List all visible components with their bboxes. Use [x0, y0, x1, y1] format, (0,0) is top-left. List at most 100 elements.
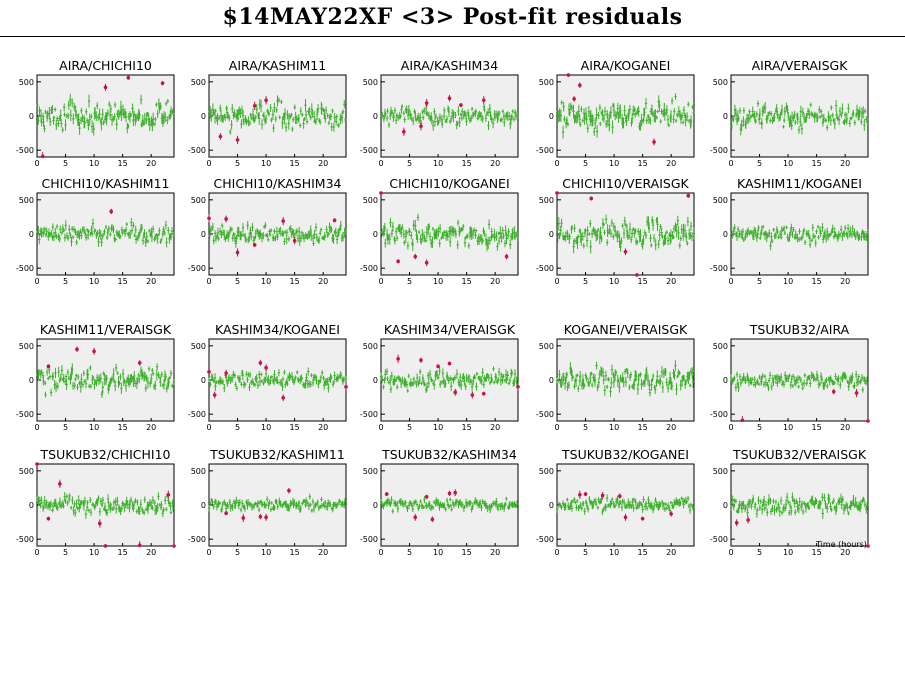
- x-tick-label: 0: [554, 159, 559, 168]
- y-tick-label: -500: [710, 535, 728, 544]
- y-tick-label: 500: [539, 342, 554, 351]
- x-tick-label: 0: [728, 423, 733, 432]
- x-tick-label: 15: [812, 277, 822, 286]
- panel-title: TSUKUB32/VERAISGK: [732, 447, 867, 462]
- x-tick-label: 10: [783, 277, 793, 286]
- panel-frame: [208, 74, 347, 158]
- panel-title: CHICHI10/KASHIM34: [214, 176, 342, 191]
- x-tick-label: 5: [757, 423, 762, 432]
- outlier-point: [384, 492, 389, 496]
- outlier-point: [172, 544, 176, 548]
- x-tick-label: 5: [583, 423, 588, 432]
- y-tick-label: -500: [16, 410, 34, 419]
- x-tick-label: 10: [433, 159, 443, 168]
- x-tick-label: 10: [783, 423, 793, 432]
- outlier-point: [252, 103, 257, 108]
- x-tick-label: 10: [433, 548, 443, 557]
- x-tick-label: 10: [89, 423, 99, 432]
- panel-title: CHICHI10/KASHIM11: [42, 176, 170, 191]
- outlier-point: [459, 103, 463, 107]
- outlier-point: [854, 391, 859, 395]
- x-tick-label: 15: [462, 277, 472, 286]
- x-tick-label: 15: [638, 423, 648, 432]
- x-tick-label: 20: [666, 277, 676, 286]
- y-tick-label: 0: [29, 230, 34, 239]
- y-tick-label: 0: [549, 376, 554, 385]
- outlier-point: [652, 140, 656, 144]
- panel-title: AIRA/KASHIM11: [229, 58, 326, 73]
- outlier-point: [635, 273, 639, 277]
- y-tick-label: 500: [539, 78, 554, 87]
- outlier-point: [264, 365, 268, 370]
- outlier-point: [235, 250, 240, 255]
- outlier-point: [292, 239, 297, 243]
- outlier-point: [583, 492, 588, 496]
- x-tick-label: 0: [34, 548, 39, 557]
- x-tick-label: 10: [609, 548, 619, 557]
- outlier-point: [235, 138, 240, 142]
- y-tick-label: 500: [19, 196, 34, 205]
- y-tick-label: 500: [191, 467, 206, 476]
- panel-title: TSUKUB32/KOGANEI: [561, 447, 689, 462]
- x-tick-label: 0: [554, 277, 559, 286]
- outlier-point: [137, 361, 142, 365]
- residual-series: [36, 363, 175, 398]
- outlier-point: [686, 193, 691, 198]
- residual-series: [730, 223, 869, 251]
- x-tick-label: 5: [407, 277, 412, 286]
- x-tick-label: 15: [812, 423, 822, 432]
- y-tick-label: 500: [363, 342, 378, 351]
- y-tick-label: 0: [29, 501, 34, 510]
- outlier-point: [258, 361, 263, 365]
- x-tick-label: 5: [235, 277, 240, 286]
- outlier-point: [35, 462, 39, 466]
- x-tick-label: 10: [89, 548, 99, 557]
- residual-series: [379, 366, 519, 395]
- x-tick-label: 5: [757, 548, 762, 557]
- x-tick-label: 15: [118, 159, 128, 168]
- outlier-point: [470, 393, 475, 397]
- x-tick-label: 20: [318, 277, 328, 286]
- panel-title: KOGANEI/VERAISGK: [564, 322, 688, 337]
- x-tick-label: 20: [840, 548, 850, 557]
- x-tick-label: 20: [318, 159, 328, 168]
- x-tick-label: 5: [235, 159, 240, 168]
- residual-series: [380, 213, 519, 252]
- outlier-point: [97, 521, 102, 526]
- y-tick-label: 500: [539, 467, 554, 476]
- y-tick-label: 0: [373, 376, 378, 385]
- outlier-point: [207, 216, 211, 221]
- outlier-point: [481, 98, 486, 103]
- residual-series: [208, 493, 347, 513]
- outlier-point: [160, 81, 165, 85]
- x-tick-label: 0: [378, 548, 383, 557]
- x-tick-label: 10: [783, 548, 793, 557]
- x-axis-caption: Time (hours): [816, 540, 867, 549]
- x-tick-label: 0: [728, 277, 733, 286]
- outlier-point: [344, 385, 348, 389]
- outlier-point: [436, 364, 440, 369]
- x-tick-label: 20: [666, 159, 676, 168]
- residual-series: [556, 214, 695, 254]
- x-tick-label: 20: [146, 423, 156, 432]
- outlier-point: [453, 390, 458, 395]
- outlier-point: [126, 75, 131, 80]
- x-tick-label: 5: [63, 548, 68, 557]
- outlier-point: [430, 517, 435, 522]
- outlier-point: [481, 391, 486, 396]
- x-tick-label: 20: [146, 548, 156, 557]
- y-tick-label: 500: [191, 78, 206, 87]
- y-tick-label: 0: [549, 501, 554, 510]
- y-tick-label: 0: [723, 501, 728, 510]
- x-tick-label: 5: [583, 548, 588, 557]
- outlier-point: [600, 493, 605, 498]
- y-tick-label: 0: [29, 376, 34, 385]
- x-tick-label: 0: [554, 423, 559, 432]
- outlier-point: [566, 73, 571, 77]
- y-tick-label: 0: [549, 112, 554, 121]
- residual-series: [36, 492, 175, 519]
- x-tick-label: 5: [407, 548, 412, 557]
- outlier-point: [396, 357, 400, 361]
- x-tick-label: 10: [609, 423, 619, 432]
- panel-title: TSUKUB32/CHICHI10: [40, 447, 171, 462]
